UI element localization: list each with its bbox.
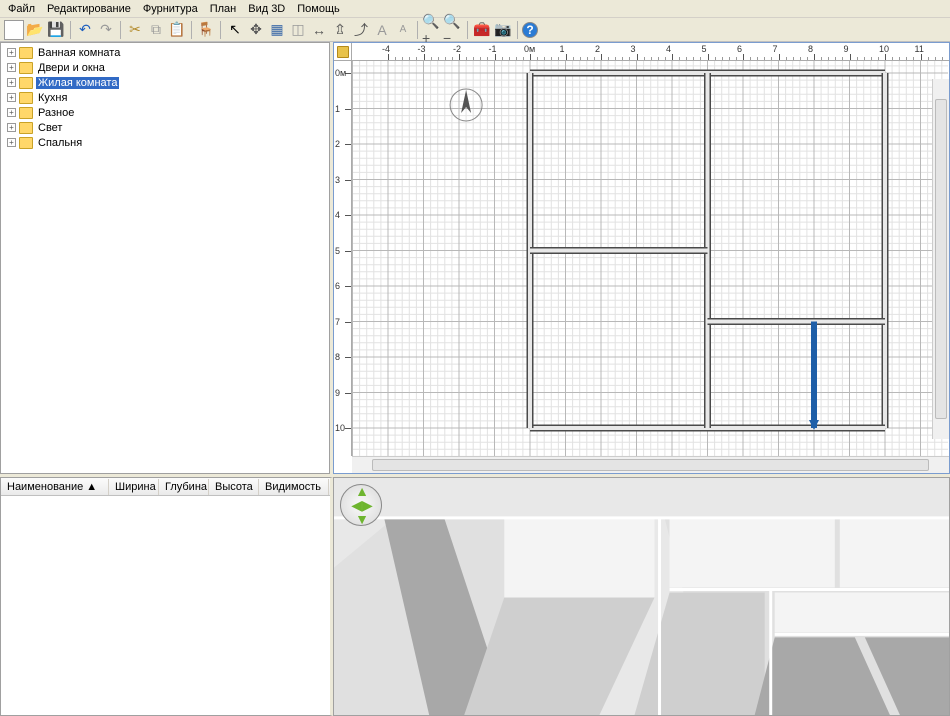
menu-view3d[interactable]: Вид 3D <box>242 2 291 16</box>
folder-icon <box>19 137 33 149</box>
expand-icon[interactable]: + <box>7 93 16 102</box>
toolbar: ▭📂💾↶↷✂⧉📋🪑↖✥▦◫↔⇬⤴AA🔍+🔍−🧰📷? <box>0 18 950 42</box>
open-button[interactable]: 📂 <box>25 20 45 40</box>
toolbar-separator <box>467 21 468 39</box>
ruler-horizontal: -4-3-2-10м1234567891011 <box>352 43 949 61</box>
undo-button[interactable]: ↶ <box>75 20 95 40</box>
tree-label[interactable]: Двери и окна <box>36 62 107 74</box>
3d-settings-button[interactable]: 🧰 <box>472 20 492 40</box>
tree-label[interactable]: Кухня <box>36 92 69 104</box>
tree-item[interactable]: + Ванная комната <box>3 45 327 60</box>
furniture-tree[interactable]: + Ванная комната + Двери и окна + Жилая комна… <box>0 42 330 474</box>
plan-3d-view[interactable]: ▲◀ ▶▼ <box>333 477 950 716</box>
props-col-header[interactable]: Видимость <box>259 479 329 495</box>
menu-furniture[interactable]: Фурнитура <box>137 2 204 16</box>
tool-a-button[interactable]: ⇬ <box>330 20 350 40</box>
toolbar-separator <box>70 21 71 39</box>
zoom-in-button[interactable]: 🔍+ <box>422 20 442 40</box>
expand-icon[interactable]: + <box>7 48 16 57</box>
props-col-header[interactable]: Высота <box>209 479 259 495</box>
help-button[interactable]: ? <box>522 22 538 38</box>
menu-edit[interactable]: Редактирование <box>41 2 137 16</box>
camera-button[interactable]: 📷 <box>493 20 513 40</box>
toolbar-separator <box>191 21 192 39</box>
zoom-out-button[interactable]: 🔍− <box>443 20 463 40</box>
tree-item[interactable]: + Жилая комната <box>3 75 327 90</box>
props-col-header[interactable]: Наименование ▲ <box>1 479 109 495</box>
expand-icon[interactable]: + <box>7 63 16 72</box>
pan-button[interactable]: ✥ <box>246 20 266 40</box>
cut-button[interactable]: ✂ <box>125 20 145 40</box>
tree-item[interactable]: + Двери и окна <box>3 60 327 75</box>
menu-plan[interactable]: План <box>204 2 243 16</box>
toolbar-separator <box>220 21 221 39</box>
tree-item[interactable]: + Свет <box>3 120 327 135</box>
tree-label[interactable]: Жилая комната <box>36 77 119 89</box>
tree-item[interactable]: + Кухня <box>3 90 327 105</box>
wall-button[interactable]: ▦ <box>267 20 287 40</box>
toolbar-separator <box>417 21 418 39</box>
tree-label[interactable]: Спальня <box>36 137 84 149</box>
folder-icon <box>19 122 33 134</box>
add-furniture-button[interactable]: 🪑 <box>196 20 216 40</box>
main-area: + Ванная комната + Двери и окна + Жилая комна… <box>0 42 950 716</box>
pan-arrows-icon: ▲◀ ▶▼ <box>351 484 370 526</box>
tree-item[interactable]: + Спальня <box>3 135 327 150</box>
folder-icon <box>19 107 33 119</box>
text-small-button[interactable]: A <box>393 20 413 40</box>
properties-header[interactable]: Наименование ▲ШиринаГлубинаВысотаВидимос… <box>1 478 330 496</box>
new-button[interactable]: ▭ <box>4 20 24 40</box>
expand-icon[interactable]: + <box>7 108 16 117</box>
plan-canvas[interactable] <box>352 61 949 456</box>
toolbar-separator <box>517 21 518 39</box>
3d-nav-compass[interactable]: ▲◀ ▶▼ <box>340 484 382 526</box>
save-button[interactable]: 💾 <box>46 20 66 40</box>
tool-b-button[interactable]: ⤴ <box>351 20 371 40</box>
text-large-button[interactable]: A <box>372 20 392 40</box>
tree-label[interactable]: Разное <box>36 107 76 119</box>
plan-2d-view[interactable]: -4-3-2-10м1234567891011 0м12345678910 <box>333 42 950 474</box>
furniture-properties: Наименование ▲ШиринаГлубинаВысотаВидимос… <box>0 477 333 716</box>
menu-file[interactable]: Файл <box>2 2 41 16</box>
toolbar-separator <box>120 21 121 39</box>
menu-help[interactable]: Помощь <box>291 2 346 16</box>
dimension-button[interactable]: ↔ <box>309 20 329 40</box>
ruler-origin-icon[interactable] <box>334 43 352 61</box>
tree-item[interactable]: + Разное <box>3 105 327 120</box>
folder-icon <box>19 92 33 104</box>
expand-icon[interactable]: + <box>7 138 16 147</box>
copy-button[interactable]: ⧉ <box>146 20 166 40</box>
props-col-header[interactable]: Ширина <box>109 479 159 495</box>
properties-body <box>1 496 330 715</box>
folder-icon <box>19 77 33 89</box>
plan-vscrollbar[interactable] <box>932 79 949 439</box>
redo-button[interactable]: ↷ <box>96 20 116 40</box>
folder-icon <box>19 62 33 74</box>
tree-label[interactable]: Ванная комната <box>36 47 122 59</box>
tree-label[interactable]: Свет <box>36 122 64 134</box>
menubar: Файл Редактирование Фурнитура План Вид 3… <box>0 0 950 18</box>
props-col-header[interactable]: Глубина <box>159 479 209 495</box>
paste-button[interactable]: 📋 <box>167 20 187 40</box>
expand-icon[interactable]: + <box>7 78 16 87</box>
folder-icon <box>19 47 33 59</box>
ruler-vertical: 0м12345678910 <box>334 61 352 456</box>
expand-icon[interactable]: + <box>7 123 16 132</box>
room-button[interactable]: ◫ <box>288 20 308 40</box>
plan-hscrollbar[interactable] <box>352 456 949 473</box>
pointer-button[interactable]: ↖ <box>225 20 245 40</box>
